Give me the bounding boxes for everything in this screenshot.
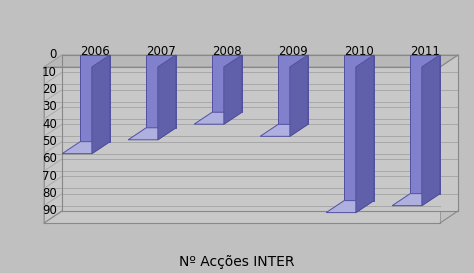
Text: 2006: 2006	[80, 45, 110, 58]
Polygon shape	[422, 55, 440, 206]
Text: 10: 10	[42, 66, 57, 79]
Text: 50: 50	[42, 135, 57, 148]
Text: 2010: 2010	[344, 45, 374, 58]
Polygon shape	[128, 128, 176, 140]
Polygon shape	[44, 67, 440, 223]
Polygon shape	[44, 55, 458, 67]
Text: 2011: 2011	[410, 45, 440, 58]
Text: 40: 40	[42, 118, 57, 131]
Polygon shape	[344, 55, 374, 201]
Text: Nº Acções INTER: Nº Acções INTER	[179, 255, 295, 269]
Text: 70: 70	[42, 170, 57, 183]
Text: 60: 60	[42, 153, 57, 165]
Polygon shape	[278, 55, 308, 124]
Text: 2008: 2008	[212, 45, 242, 58]
Text: 90: 90	[42, 204, 57, 218]
Text: 2009: 2009	[278, 45, 308, 58]
Polygon shape	[44, 55, 62, 223]
Polygon shape	[146, 55, 176, 128]
Polygon shape	[80, 55, 110, 142]
Polygon shape	[290, 55, 308, 136]
Polygon shape	[326, 201, 374, 213]
Polygon shape	[410, 55, 440, 194]
Polygon shape	[92, 55, 110, 154]
Text: 30: 30	[42, 100, 57, 114]
Polygon shape	[356, 55, 374, 213]
Polygon shape	[62, 55, 458, 211]
Polygon shape	[158, 55, 176, 140]
Polygon shape	[224, 55, 242, 124]
Text: 2007: 2007	[146, 45, 176, 58]
Polygon shape	[392, 194, 440, 206]
Polygon shape	[260, 124, 308, 136]
Polygon shape	[212, 55, 242, 112]
Polygon shape	[62, 142, 110, 154]
Polygon shape	[194, 112, 242, 124]
Text: 20: 20	[42, 83, 57, 96]
Text: 80: 80	[42, 187, 57, 200]
Text: 0: 0	[50, 49, 57, 61]
